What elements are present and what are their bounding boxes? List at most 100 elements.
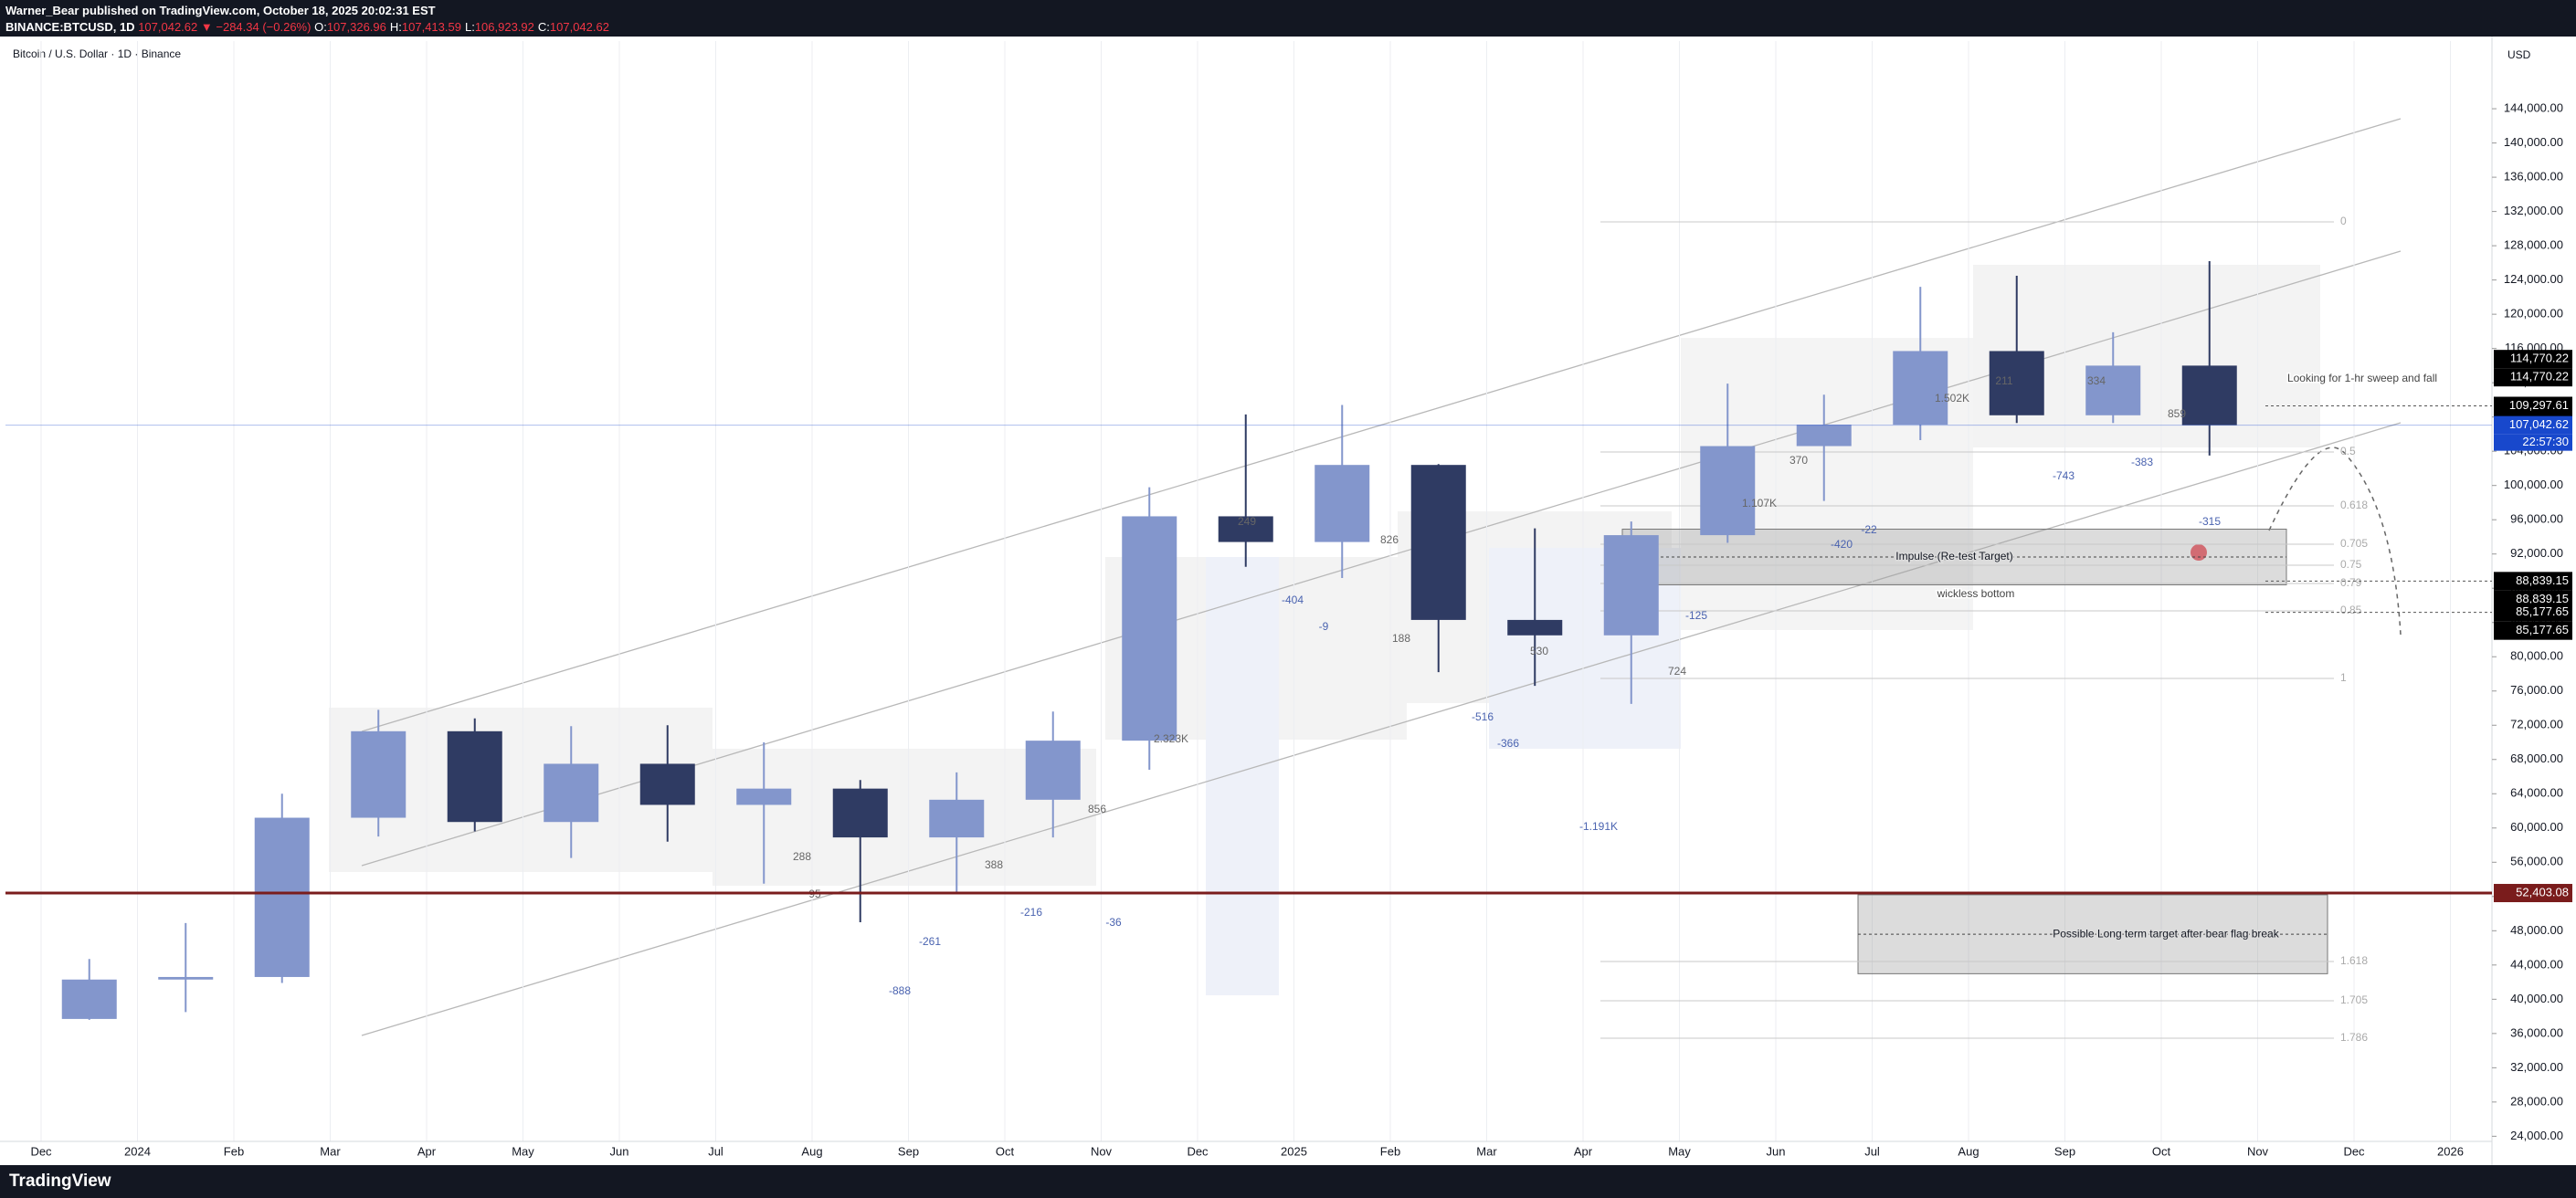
candle-body	[447, 730, 502, 823]
price-tag	[2494, 884, 2572, 903]
profile-label: -888	[889, 984, 911, 997]
publisher: Warner_Bear published on TradingView.com…	[5, 4, 436, 17]
price: 107,042.62	[138, 20, 198, 34]
price-tag-label: 88,839.15	[2516, 573, 2569, 587]
profile-label: 859	[2168, 407, 2186, 420]
profile-label: 388	[985, 858, 1003, 871]
x-tick-label: Mar	[1476, 1144, 1497, 1158]
y-tick-label: 120,000.00	[2504, 307, 2563, 321]
candle-body	[1025, 741, 1081, 800]
candle-body	[1218, 516, 1273, 542]
x-tick-label: Jun	[1767, 1144, 1786, 1158]
x-tick-label: Oct	[2152, 1144, 2171, 1158]
countdown: 22:57:30	[2522, 435, 2569, 448]
x-tick-label: Feb	[1380, 1144, 1400, 1158]
fib-label: 1.705	[2340, 993, 2368, 1006]
countdown-tag	[2494, 434, 2572, 451]
y-tick-label: 24,000.00	[2510, 1129, 2563, 1142]
fib-label: 0.705	[2340, 537, 2368, 550]
channel-line	[361, 422, 2402, 1036]
ohlc-key: O:	[314, 20, 327, 34]
y-tick-label: 68,000.00	[2510, 751, 2563, 765]
y-tick-label: 140,000.00	[2504, 135, 2563, 149]
candle-body	[639, 763, 695, 805]
ohlc-key: C:	[537, 20, 550, 34]
candle-body	[61, 979, 117, 1019]
x-tick-label: Jul	[1864, 1144, 1880, 1158]
fib-label: 0.79	[2340, 576, 2362, 589]
y-tick-label: 56,000.00	[2510, 855, 2563, 868]
fib-label: 0.618	[2340, 499, 2368, 511]
y-tick-label: 72,000.00	[2510, 718, 2563, 731]
profile-label: 1.502K	[1935, 392, 1969, 405]
x-tick-label: May	[1668, 1144, 1691, 1158]
chart: Bitcoin / U.S. Dollar · 1D · Binance Dec…	[0, 37, 2576, 1165]
zone-label: Impulse (Re-test Target)	[1895, 550, 2013, 562]
price-tag	[2494, 621, 2572, 640]
x-tick-label: Apr	[1574, 1144, 1593, 1158]
y-tick-label: 44,000.00	[2510, 957, 2563, 971]
profile-label: 188	[1392, 632, 1410, 645]
x-tick-label: Aug	[801, 1144, 822, 1158]
fib-label: 1.786	[2340, 1031, 2368, 1044]
y-tick-label: 28,000.00	[2510, 1094, 2563, 1108]
quote-line: BINANCE:BTCUSD, 1D 107,042.62 ▼ −284.34 …	[5, 20, 613, 34]
ohlc: O:107,326.96 H:107,413.59 L:106,923.92 C:10…	[314, 20, 613, 34]
header: Warner_Bear published on TradingView.com…	[0, 0, 2576, 37]
profile-label: 724	[1668, 665, 1686, 678]
candle-body	[1989, 351, 2044, 415]
profile-label: -383	[2131, 456, 2153, 468]
candle-body	[2181, 365, 2237, 426]
fib-label: 0.75	[2340, 558, 2362, 571]
y-tick-label: 124,000.00	[2504, 272, 2563, 286]
price-tag-label: 85,177.65	[2516, 604, 2569, 618]
profile-label: -216	[1020, 906, 1042, 919]
candle-body	[1796, 425, 1852, 447]
ohlc-value: 107,326.96	[326, 20, 386, 34]
x-tick-label: 2026	[2437, 1144, 2464, 1158]
y-tick-label: 64,000.00	[2510, 786, 2563, 800]
y-tick-label: 96,000.00	[2510, 512, 2563, 526]
change: ▼ −284.34 (−0.26%)	[200, 20, 311, 34]
candle-body	[158, 976, 214, 980]
profile-label: -366	[1497, 737, 1519, 750]
y-tick-label: 100,000.00	[2504, 478, 2563, 491]
y-tick-label: 128,000.00	[2504, 238, 2563, 252]
ohlc-value: 106,923.92	[474, 20, 534, 34]
x-tick-label: Aug	[1958, 1144, 1979, 1158]
candle-body	[254, 817, 310, 977]
channel-line	[361, 118, 2402, 732]
candle-body	[1603, 535, 1659, 636]
x-tick-label: Feb	[224, 1144, 244, 1158]
y-tick-label: 80,000.00	[2510, 649, 2563, 663]
x-tick-label: Dec	[1187, 1144, 1209, 1158]
y-tick-label: 32,000.00	[2510, 1060, 2563, 1074]
x-tick-label: 2025	[1281, 1144, 1307, 1158]
price-tag-label: 107,042.62	[2509, 417, 2569, 431]
candle-body	[544, 763, 599, 823]
candle-body	[929, 799, 985, 838]
axis-unit: USD	[2507, 48, 2531, 61]
y-tick-label: 92,000.00	[2510, 546, 2563, 560]
price-tag-label: 52,403.08	[2516, 885, 2569, 898]
price-tag	[2494, 415, 2572, 435]
y-tick-label: 76,000.00	[2510, 683, 2563, 697]
annotation: wickless bottom	[1937, 587, 2015, 600]
price-tag	[2494, 350, 2572, 369]
projection-path	[2268, 447, 2402, 636]
fib-label: 0	[2340, 215, 2347, 227]
price-tag	[2494, 396, 2572, 415]
x-tick-label: Apr	[417, 1144, 437, 1158]
fib-label: 1.618	[2340, 954, 2368, 967]
price-tag	[2494, 603, 2572, 622]
x-tick-label: Sep	[2054, 1144, 2075, 1158]
profile-label: 856	[1088, 803, 1106, 815]
candle-body	[1893, 351, 1948, 426]
x-tick-label: Nov	[1091, 1144, 1113, 1158]
price-tag	[2494, 368, 2572, 387]
candle-body	[2085, 365, 2141, 415]
profile-label: -315	[2199, 515, 2221, 528]
x-tick-label: Oct	[996, 1144, 1015, 1158]
profile-label: 530	[1530, 645, 1548, 657]
